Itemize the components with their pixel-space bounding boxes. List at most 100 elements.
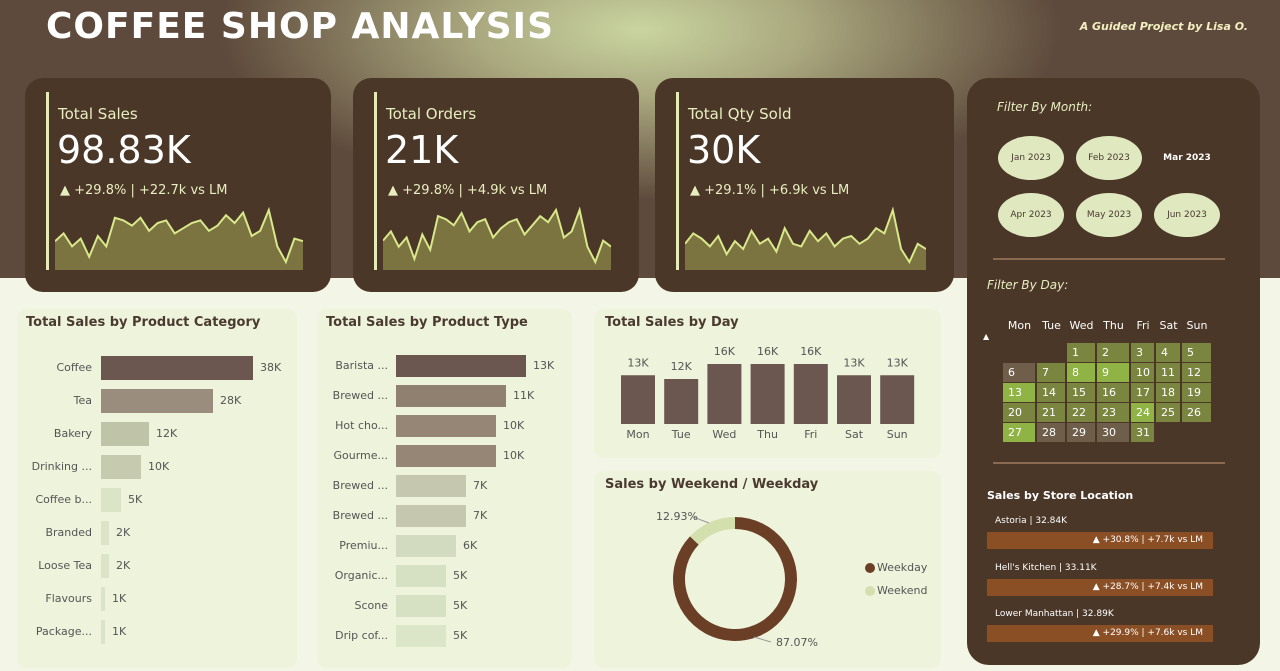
day-cell[interactable]: 14 [1037, 383, 1065, 402]
day-cell[interactable]: 25 [1156, 403, 1180, 422]
value-label: 5K [453, 599, 468, 612]
month-button[interactable]: Mar 2023 [1154, 136, 1220, 180]
value-label: 5K [453, 629, 468, 642]
day-cell[interactable]: 12 [1182, 363, 1211, 382]
y-tick-label: Flavours [45, 592, 92, 605]
store-name: Astoria | 32.84K [995, 516, 1068, 526]
month-button[interactable]: Feb 2023 [1076, 136, 1142, 180]
weekday-label: Wed [1069, 319, 1094, 332]
sparkline [685, 206, 926, 265]
day-cell[interactable]: 18 [1156, 383, 1180, 402]
chart-title: Total Sales by Product Category [26, 315, 261, 330]
day-cell[interactable]: 16 [1097, 383, 1129, 402]
day-cell[interactable]: 22 [1067, 403, 1095, 422]
y-tick-label: Premiu... [339, 539, 388, 552]
filter-title: Filter By Month: [997, 100, 1093, 114]
bar [396, 355, 526, 377]
kpi-title: Total Orders [386, 105, 477, 123]
day-cell[interactable]: 27 [1003, 423, 1035, 442]
month-button[interactable]: Jun 2023 [1154, 193, 1220, 237]
chart-svg: Weekday Weekend 87.07% 12.93% [656, 510, 928, 649]
value-label: 2K [116, 526, 131, 539]
day-cell[interactable]: 17 [1131, 383, 1154, 402]
kpi-value: 98.83K [57, 128, 191, 172]
section-title: Sales by Store Location [987, 489, 1134, 502]
value-label: 13K [887, 356, 909, 369]
chart-title: Total Sales by Product Type [326, 315, 528, 330]
x-tick-label: Sun [887, 428, 908, 441]
day-cell[interactable]: 15 [1067, 383, 1095, 402]
value-label: 2K [116, 559, 131, 572]
bar [793, 364, 828, 424]
y-tick-label: Hot cho... [335, 419, 388, 432]
day-cell[interactable]: 24 [1131, 403, 1154, 422]
store-name: Hell's Kitchen | 33.11K [995, 562, 1097, 573]
kpi-title: Total Qty Sold [688, 105, 792, 123]
bar [101, 620, 105, 644]
day-cell[interactable]: 10 [1131, 363, 1154, 382]
x-tick-label: Thu [756, 428, 778, 441]
filter-title: Filter By Day: [987, 278, 1069, 292]
day-cell[interactable]: 4 [1156, 343, 1180, 362]
value-label: 7K [473, 509, 488, 522]
day-cell[interactable]: 2 [1097, 343, 1129, 362]
day-cell[interactable]: 19 [1182, 383, 1211, 402]
kpi-card: Total Qty Sold 30K ▲ +29.1% | +6.9k vs LM [655, 78, 954, 292]
weekday-label: Fri [1136, 319, 1150, 332]
bar [396, 445, 496, 467]
value-label: 10K [148, 460, 170, 473]
weekday-label: Sat [1159, 319, 1178, 332]
value-label: 16K [800, 345, 822, 358]
day-cell[interactable]: 1 [1067, 343, 1095, 362]
bar [750, 364, 785, 424]
day-cell[interactable]: 6 [1003, 363, 1035, 382]
day-cell[interactable]: 21 [1037, 403, 1065, 422]
day-cell[interactable]: 20 [1003, 403, 1035, 422]
store-change: ▲ +30.8% | +7.7k vs LM [987, 532, 1213, 549]
chart-panel: Total Sales by Product Category Coffee 38K… [17, 309, 297, 668]
chart-svg [383, 206, 611, 270]
day-cell[interactable]: 29 [1067, 423, 1095, 442]
chart-svg: Coffee 38K Tea 28K Bakery 12K Drinking ... 10K C… [32, 356, 282, 644]
day-cell[interactable]: 30 [1097, 423, 1129, 442]
bar [396, 385, 506, 407]
day-cell[interactable]: 9 [1097, 363, 1129, 382]
sparkline-fill [383, 210, 611, 270]
x-tick-label: Mon [626, 428, 649, 441]
day-cell[interactable]: 11 [1156, 363, 1180, 382]
title: COFFEE SHOP ANALYSIS [46, 6, 555, 47]
chart-svg: Barista ... 13K Brewed ... 11K Hot cho... 10K… [333, 355, 555, 647]
leader-line [753, 636, 772, 643]
day-cell[interactable]: 3 [1131, 343, 1154, 362]
weekday-label: Tue [1042, 319, 1061, 332]
byline: A Guided Project by Lisa O. [1079, 20, 1248, 33]
divider [676, 92, 679, 270]
day-cell[interactable]: 5 [1182, 343, 1211, 362]
value-label: 13K [627, 356, 649, 369]
y-tick-label: Coffee [56, 361, 92, 374]
chart-panel: Sales by Weekend / Weekday Weekday Weekend… [594, 471, 941, 668]
y-tick-label: Brewed ... [333, 479, 388, 492]
day-cell[interactable]: 13 [1003, 383, 1035, 402]
day-cell[interactable]: 8 [1067, 363, 1095, 382]
bar [101, 422, 149, 446]
kpi-change: ▲ +29.1% | +6.9k vs LM [690, 183, 850, 198]
bar [101, 356, 253, 380]
bar [396, 625, 446, 647]
leader-line [692, 516, 710, 524]
y-tick-label: Drip cof... [335, 629, 388, 642]
day-cell[interactable]: 23 [1097, 403, 1129, 422]
day-cell[interactable]: 26 [1182, 403, 1211, 422]
kpi-title: Total Sales [58, 105, 138, 123]
value-label: 28K [220, 394, 242, 407]
month-button[interactable]: Apr 2023 [998, 193, 1064, 237]
day-cell[interactable]: 7 [1037, 363, 1065, 382]
bar [396, 595, 446, 617]
x-tick-label: Wed [712, 428, 736, 441]
month-button[interactable]: May 2023 [1076, 193, 1142, 237]
day-cell[interactable]: 31 [1131, 423, 1154, 442]
bar [396, 565, 446, 587]
day-cell[interactable]: 28 [1037, 423, 1065, 442]
month-button[interactable]: Jan 2023 [998, 136, 1064, 180]
